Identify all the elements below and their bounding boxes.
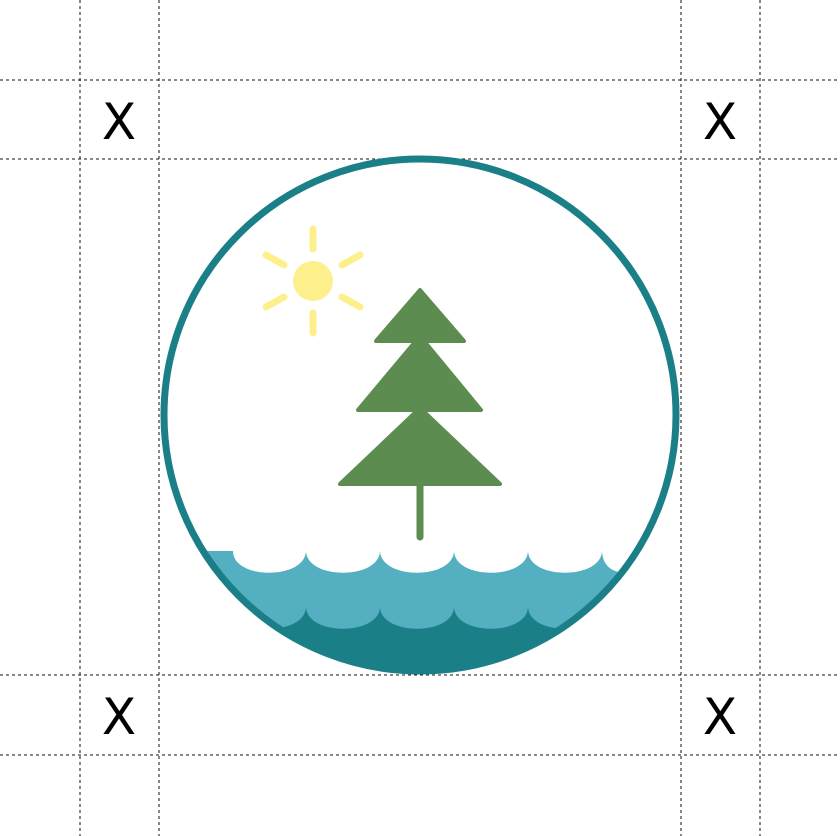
logo-emblem-icon — [160, 155, 680, 675]
sun-icon — [262, 225, 364, 337]
emblem-ring — [160, 155, 680, 675]
water-waves-icon — [165, 551, 675, 670]
clearspace-x-top-left: X — [102, 93, 136, 151]
clearspace-x-bottom-right: X — [703, 688, 737, 746]
pine-tree-icon — [338, 288, 502, 541]
clearspace-x-bottom-left: X — [102, 688, 136, 746]
clearspace-x-top-right: X — [703, 93, 737, 151]
